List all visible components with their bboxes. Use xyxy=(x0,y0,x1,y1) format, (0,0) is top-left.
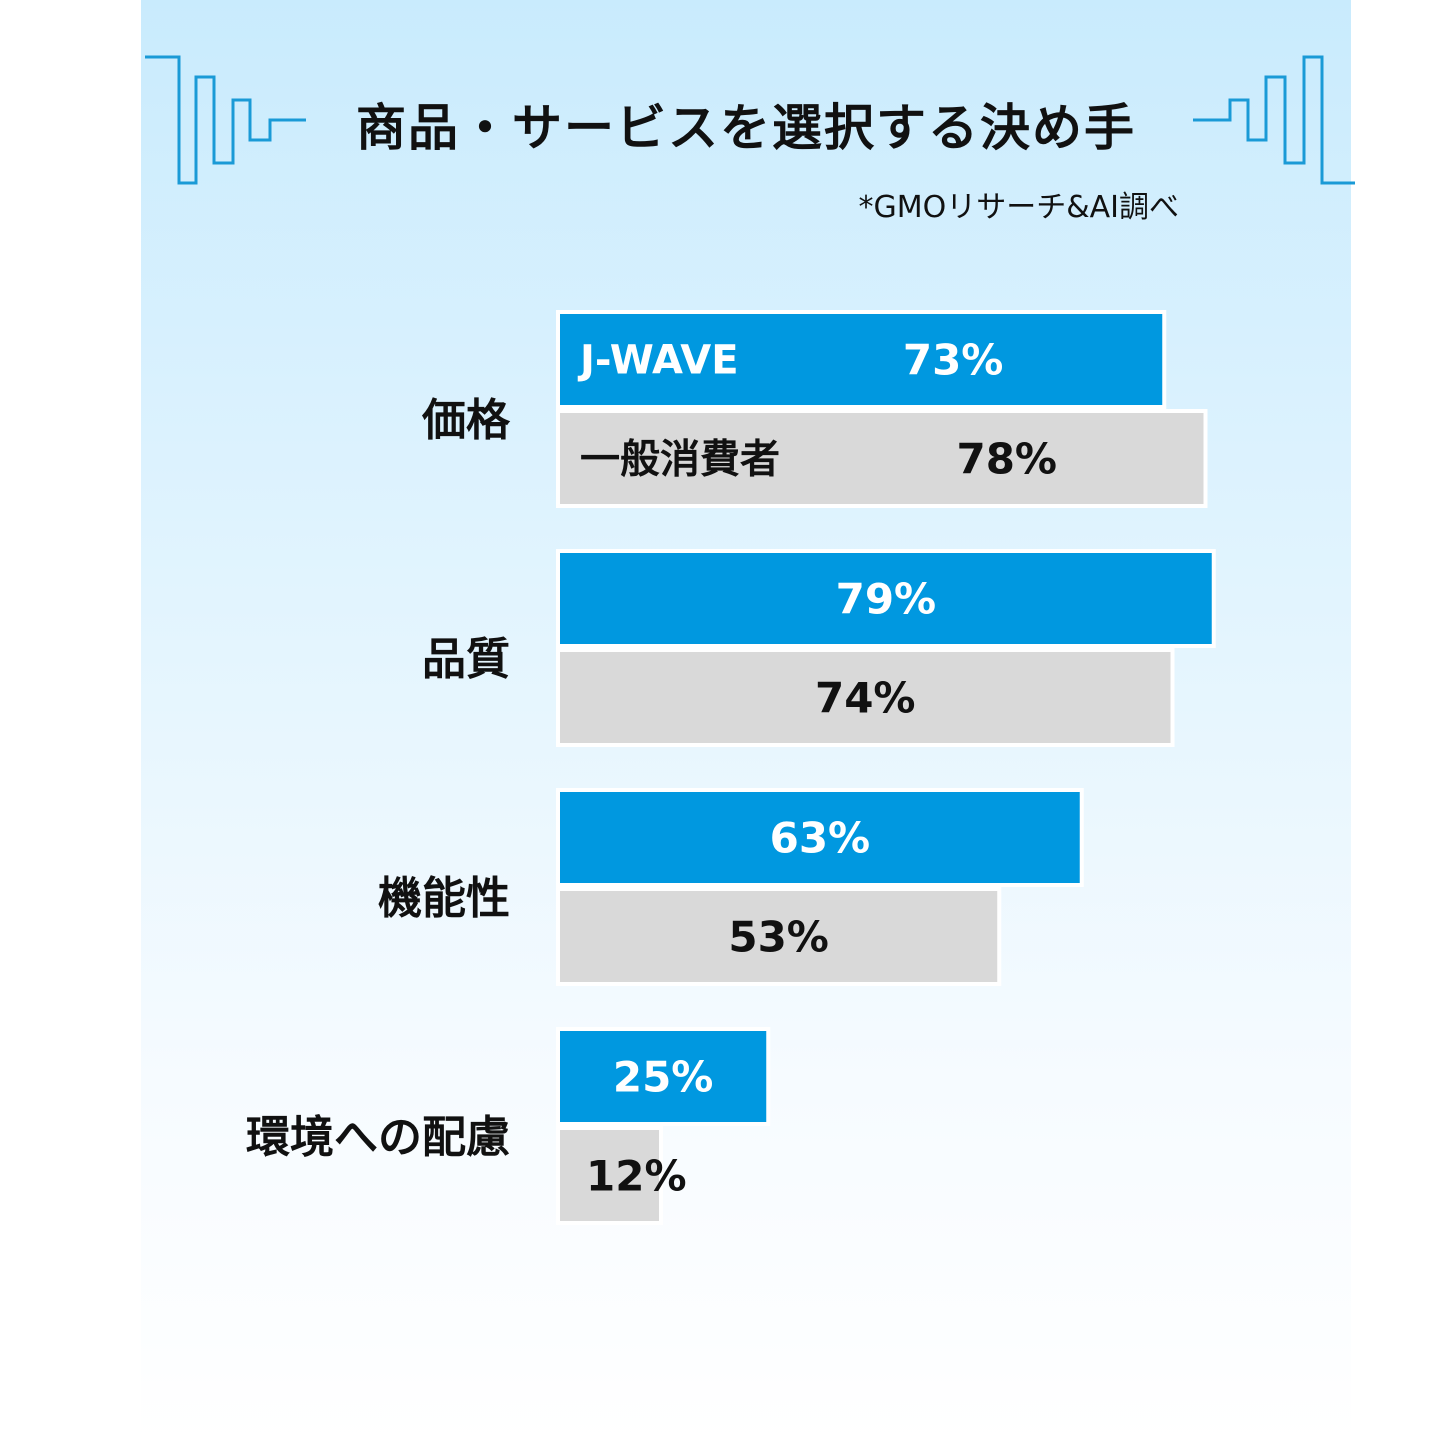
category-label-1: 品質 xyxy=(422,634,510,685)
value-label-consumer-3: 12% xyxy=(586,1152,687,1201)
category-label-3: 環境への配慮 xyxy=(246,1112,510,1163)
value-label-jwave-1: 79% xyxy=(836,575,937,624)
bar-consumer-2 xyxy=(560,891,998,982)
series-label-consumer: 一般消費者 xyxy=(580,437,780,483)
value-label-consumer-0: 78% xyxy=(956,435,1057,484)
category-label-2: 機能性 xyxy=(378,873,510,924)
bar-jwave-2 xyxy=(560,792,1080,883)
category-label-0: 価格 xyxy=(421,395,511,446)
bar-jwave-3 xyxy=(560,1031,767,1122)
value-label-jwave-2: 63% xyxy=(770,814,871,863)
bar-consumer-0 xyxy=(560,413,1204,504)
value-label-jwave-3: 25% xyxy=(613,1053,714,1102)
right-decorative-line xyxy=(1193,55,1355,185)
source-note: *GMOリサーチ&AI調べ xyxy=(858,190,1179,225)
bar-jwave-1 xyxy=(560,553,1212,644)
series-label-jwave: J-WAVE xyxy=(577,338,739,384)
value-label-consumer-2: 53% xyxy=(728,913,829,962)
decorative-lines xyxy=(145,55,1355,185)
chart-title: 商品・サービスを選択する決め手 xyxy=(356,99,1136,157)
left-decorative-line xyxy=(145,55,306,185)
value-label-consumer-1: 74% xyxy=(815,674,916,723)
value-label-jwave-0: 73% xyxy=(903,336,1004,385)
bar-consumer-1 xyxy=(560,652,1171,743)
bar-jwave-0 xyxy=(560,314,1163,405)
bar-consumer-3 xyxy=(560,1130,659,1221)
